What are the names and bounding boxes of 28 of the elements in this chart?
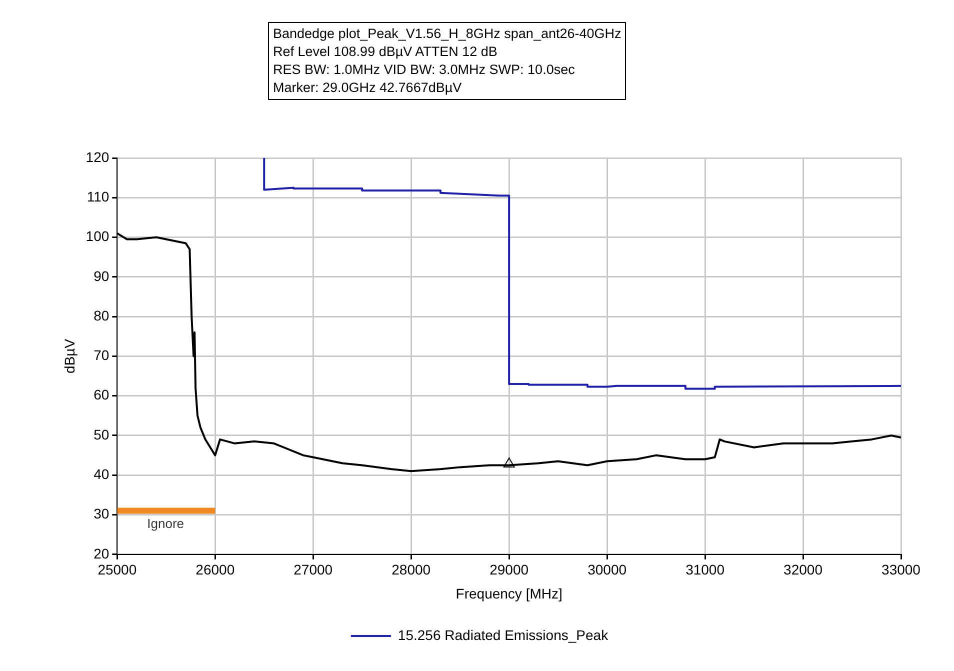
y-tick-label: 40 [94,466,110,482]
x-tick-label: 28000 [392,562,431,578]
y-tick-label: 100 [86,228,110,244]
x-tick-label: 27000 [294,562,333,578]
y-tick-label: 70 [94,347,110,364]
y-tick-label: 110 [86,188,110,204]
x-tick-label: 29000 [490,562,529,578]
x-tick-label: 33000 [882,562,921,578]
text: Ref Level 108.99 dBµV ATTEN 12 dB [273,43,498,61]
x-tick-label: 30000 [588,562,627,578]
text: Marker: 29.0GHz 42.7667dBµV [273,79,463,97]
y-tick-label: 30 [94,506,110,522]
x-tick-label: 26000 [196,562,235,578]
y-tick-label: 120 [86,148,110,165]
x-tick-label: 25000 [98,562,137,578]
y-tick-label: 90 [94,268,110,284]
y-tick-label: 80 [94,307,110,324]
y-tick-label: 20 [94,545,110,562]
chart-title: Bandedge plot_Peak_V1.56_H_8GHz span_ant26-40GHz [273,25,622,43]
y-axis-title: dBµV [61,338,78,374]
x-tick-label: 31000 [686,562,725,578]
legend-label: 15.256 Radiated Emissions_Peak [398,626,610,643]
text: RES BW: 1.0MHz VID BW: 3.0MHz SWP: 10.0sec [273,61,576,79]
y-tick-label: 50 [94,426,110,442]
annotation: Ignore [147,516,184,531]
x-axis-title: Frequency [MHz] [456,585,562,602]
x-tick-label: 32000 [784,562,823,578]
y-tick-label: 60 [94,386,110,403]
